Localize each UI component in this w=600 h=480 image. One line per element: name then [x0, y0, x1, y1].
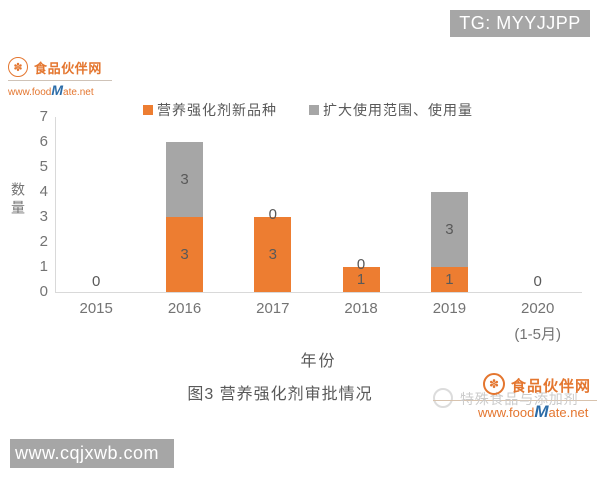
legend-item: 营养强化剂新品种 [143, 100, 277, 120]
foodmate-logo-top: ✽ 食品伙伴网 www.foodMate.net [8, 57, 112, 98]
foodmate-url: www.foodMate.net [478, 402, 588, 422]
y-tick-label: 1 [39, 258, 48, 275]
y-tick-label: 4 [39, 183, 48, 200]
x-tick-label: 2018 [344, 300, 378, 317]
chart-legend: 营养强化剂新品种 扩大使用范围、使用量 [0, 100, 600, 120]
foodmate-flower-icon: ✽ [8, 57, 28, 77]
foodmate-site-name: 食品伙伴网 [511, 378, 592, 395]
y-tick-label: 7 [39, 108, 48, 125]
y-tick-label: 5 [39, 158, 48, 175]
legend-swatch-icon [143, 105, 153, 115]
y-tick-label: 2 [39, 233, 48, 250]
y-tick-label: 0 [39, 283, 48, 300]
foodmate-flower-icon: ✽ [483, 373, 505, 395]
bar-value-label: 3 [445, 220, 454, 238]
y-axis-line [55, 117, 56, 292]
bar-value-label: 3 [268, 245, 277, 263]
bar-segment-new-varieties [430, 267, 468, 292]
bar-segment-expanded-use [166, 142, 203, 217]
foodmate-logo-bottom: 特殊食品与添加剂 ✽ 食品伙伴网 www.foodMate.net [415, 350, 600, 422]
x-axis-title: 年份 [300, 353, 337, 370]
bar-segment-new-varieties [254, 217, 292, 292]
logo-divider [433, 400, 597, 401]
bar-value-label: 0 [268, 206, 277, 223]
y-axis-title: 数量 [10, 182, 26, 218]
bar-value-label: 3 [180, 170, 189, 188]
logo-divider [8, 80, 112, 81]
figure-caption: 图3 营养强化剂审批情况 [187, 386, 373, 403]
bar-value-label: 3 [180, 245, 189, 263]
y-tick-label: 3 [39, 208, 48, 225]
url-m: M [534, 402, 549, 421]
url-prefix: www.food [478, 405, 535, 420]
legend-label: 扩大使用范围、使用量 [323, 102, 473, 118]
url-prefix: www.food [8, 87, 52, 98]
url-suffix: ate.net [63, 87, 94, 98]
x-tick-label: 2019 [432, 300, 467, 317]
foodmate-logo-row: ✽ 食品伙伴网 [8, 57, 112, 77]
x-tick-sublabel: (1-5月) [514, 326, 562, 343]
bar-value-label: 0 [533, 273, 542, 290]
bar-value-label: 1 [445, 270, 454, 288]
bar-segment-new-varieties [166, 217, 203, 292]
legend-swatch-icon [309, 105, 319, 115]
x-tick-label: 2015 [79, 300, 113, 317]
legend-item: 扩大使用范围、使用量 [309, 100, 473, 120]
foodmate-url: www.foodMate.net [8, 82, 112, 98]
tg-watermark-badge: TG: MYYJJPP [450, 10, 590, 37]
bar-value-label: 0 [356, 256, 366, 273]
x-tick-label: 2020 [521, 300, 555, 317]
url-m: M [51, 82, 64, 98]
bar-value-label: 1 [356, 270, 366, 288]
x-tick-label: 2017 [256, 300, 290, 317]
url-suffix: ate.net [548, 405, 589, 420]
legend-label: 营养强化剂新品种 [157, 102, 277, 118]
y-tick-label: 6 [39, 133, 48, 150]
bar-segment-expanded-use [430, 192, 468, 267]
bar-segment-new-varieties [342, 267, 380, 292]
x-tick-label: 2016 [167, 300, 202, 317]
x-axis-line [55, 292, 582, 293]
watermark-logo-icon [433, 388, 453, 408]
site-watermark-badge: www.cqjxwb.com [10, 439, 174, 468]
bar-value-label: 0 [92, 273, 101, 290]
foodmate-site-name: 食品伙伴网 [34, 60, 103, 76]
watermark-text: 特殊食品与添加剂 [460, 391, 579, 407]
